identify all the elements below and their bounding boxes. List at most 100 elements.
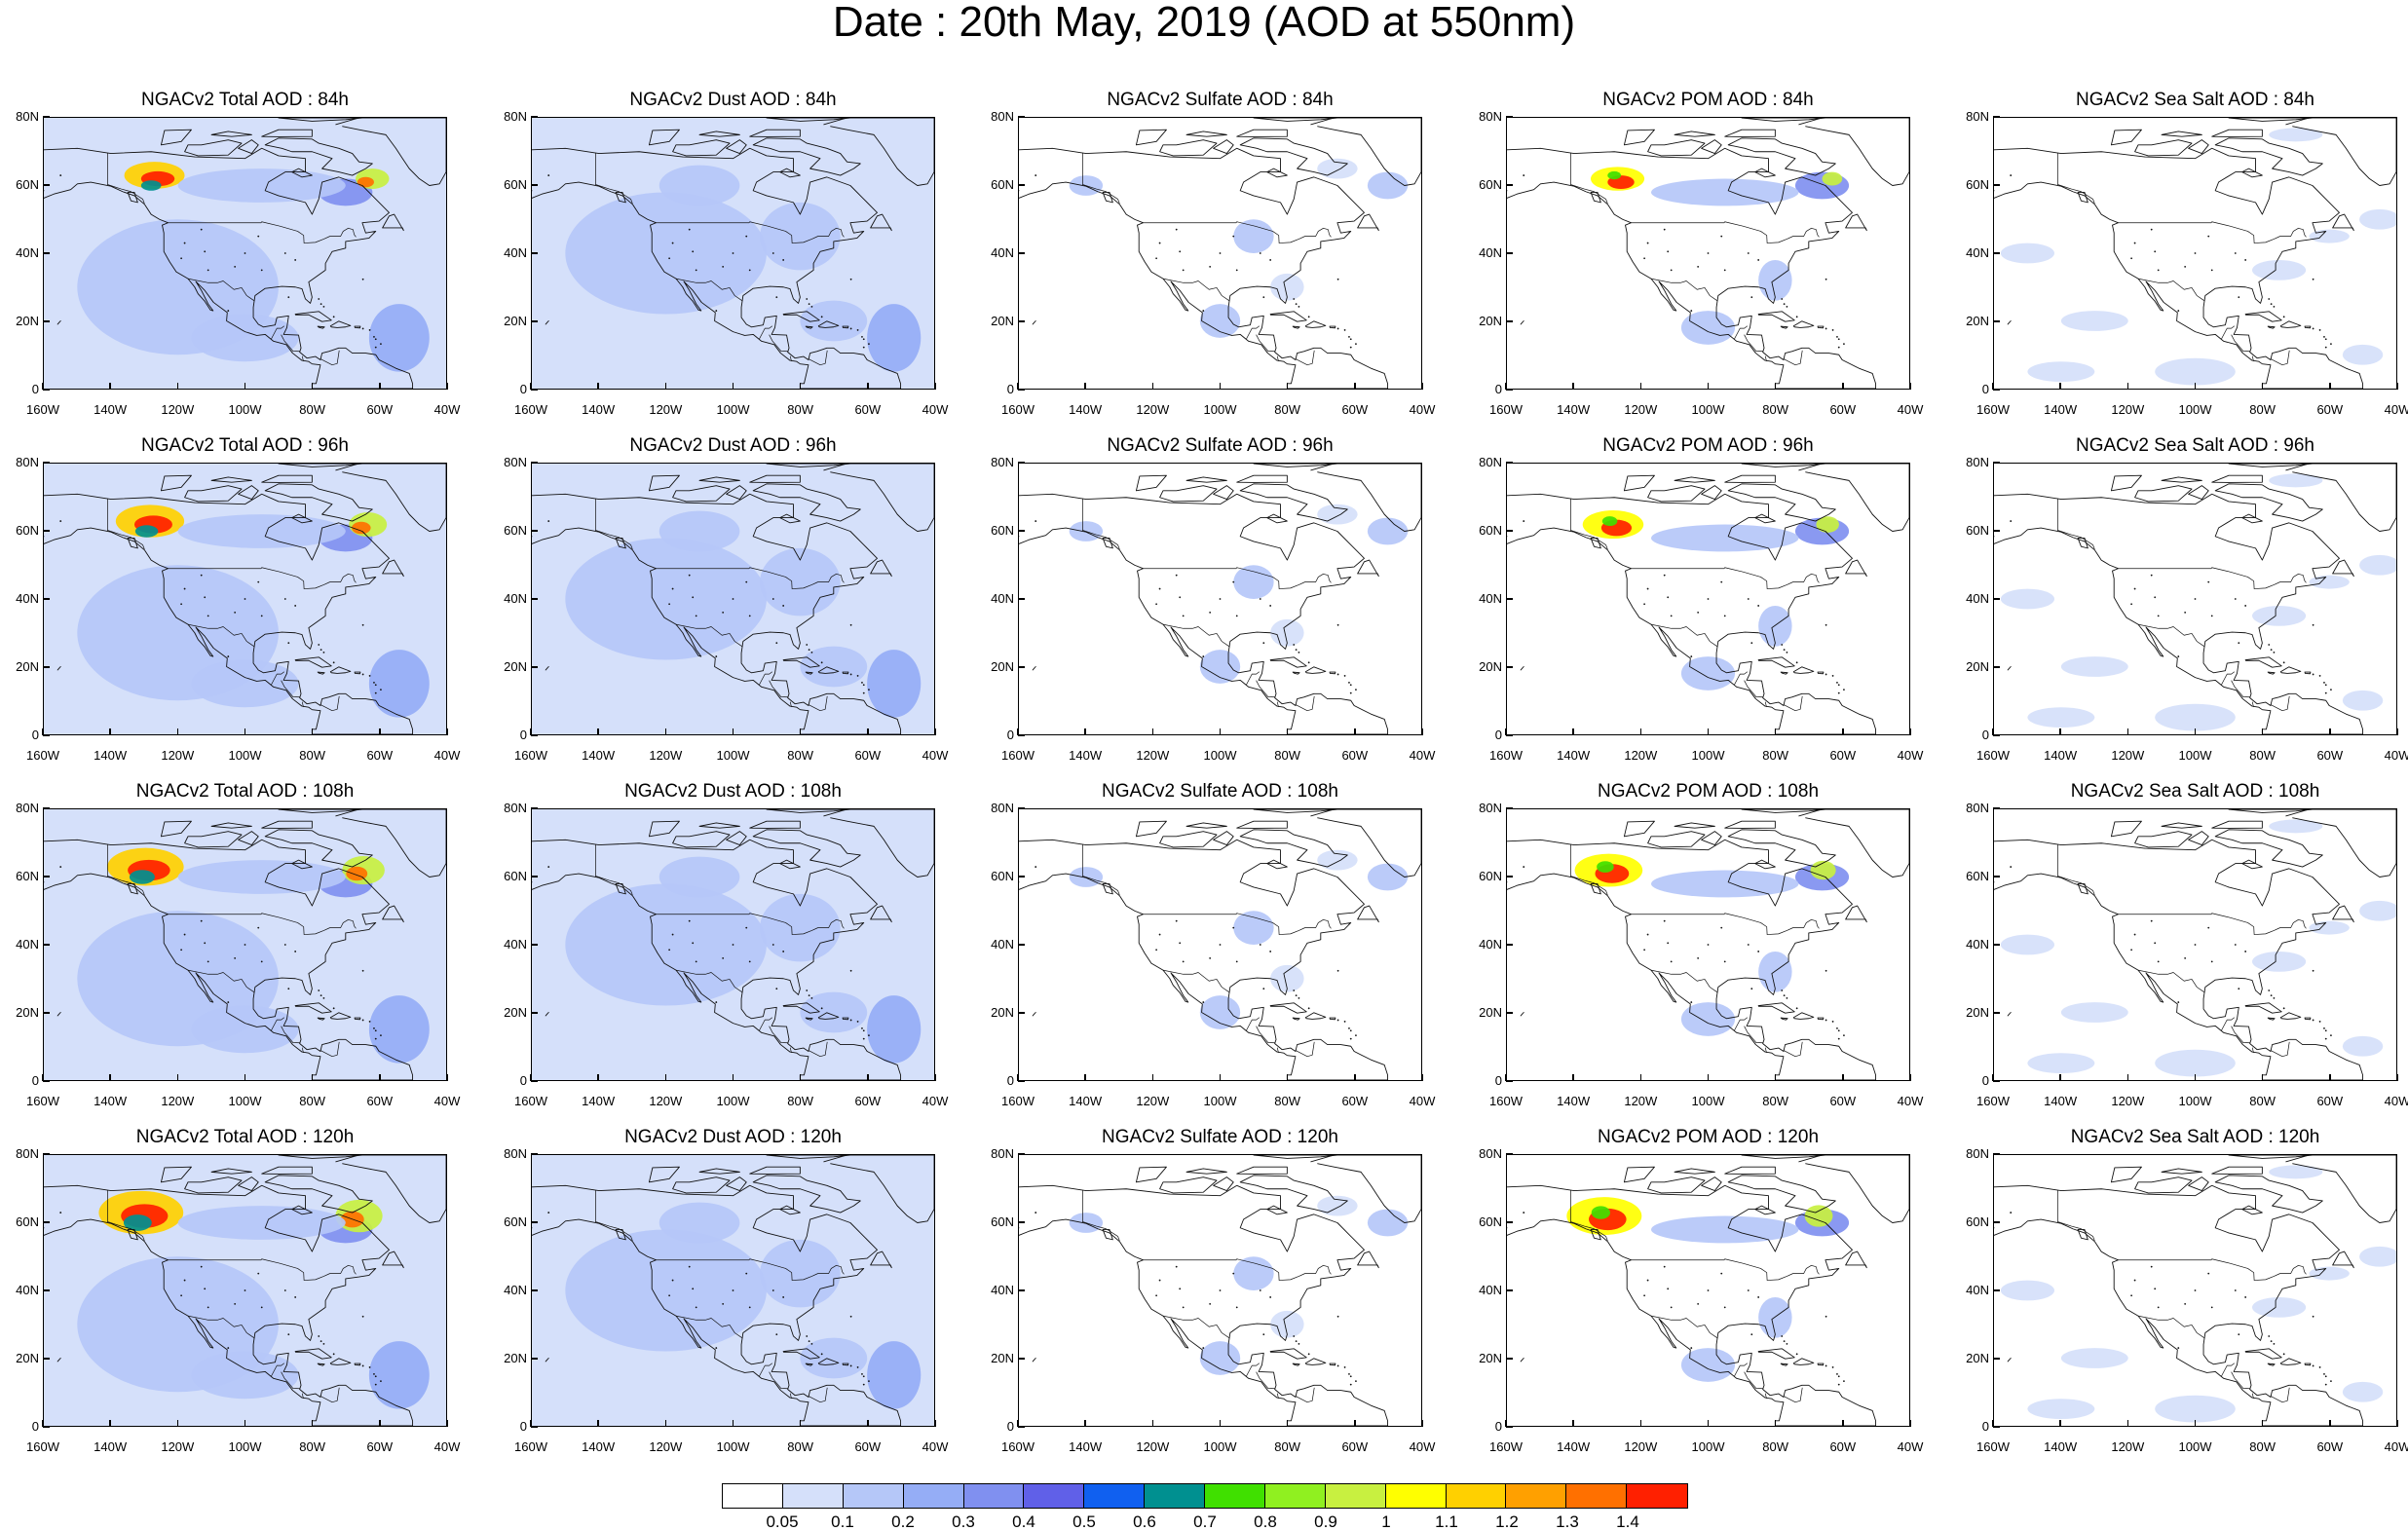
lat-tick (43, 184, 50, 186)
panel-title: NGACv2 POM AOD : 120h (1597, 1127, 1820, 1147)
island-dot (2273, 1343, 2276, 1345)
island-dot (1158, 242, 1161, 244)
lat-label: 20N (1966, 1005, 1989, 1020)
lat-label: 80N (1966, 455, 1989, 469)
lat-label: 0 (1494, 1073, 1502, 1088)
island-dot (1646, 933, 1649, 936)
lon-tick (1909, 1420, 1911, 1427)
island-dot (1269, 951, 1272, 952)
aod-map-dust-96h (531, 463, 935, 735)
country-border (2231, 1026, 2250, 1044)
island-dot (1781, 1335, 1784, 1337)
coastline-island (817, 320, 840, 328)
coastline-island (1741, 464, 1826, 467)
lat-tick (531, 116, 538, 118)
lon-tick (1017, 1074, 1019, 1081)
island-dot (2130, 257, 2133, 260)
panel-title: NGACv2 Sea Salt AOD : 108h (2070, 781, 2320, 802)
island-dot (2318, 1366, 2321, 1368)
country-border (281, 334, 300, 353)
island-dot (2154, 1288, 2157, 1290)
island-dot (1843, 343, 1845, 346)
coastline-island (782, 656, 820, 668)
island-dot (782, 1296, 785, 1298)
coastline-island (2267, 325, 2276, 329)
colorbar-label: 0.6 (1133, 1512, 1156, 1531)
coastline-island (2304, 1363, 2312, 1366)
country-border (1764, 355, 1767, 361)
lat-label: 80N (991, 109, 1014, 124)
island-dot (820, 1007, 823, 1010)
aod-plume (1816, 516, 1839, 533)
coastline-island (1239, 137, 1348, 176)
island-dot (2210, 615, 2213, 617)
lon-label: 100W (1203, 402, 1237, 417)
island-dot (2312, 1019, 2314, 1022)
coastline-island (1741, 1155, 1826, 1159)
coastline-island (1724, 474, 1776, 483)
lat-tick (1993, 876, 2000, 878)
country-border (1650, 278, 1718, 302)
aod-plume (2252, 259, 2307, 280)
lon-tick (934, 728, 936, 735)
lon-tick (1707, 728, 1710, 735)
island-dot (1355, 689, 1357, 691)
country-border (675, 623, 743, 648)
island-dot (1155, 257, 1158, 260)
lon-label: 120W (161, 748, 195, 763)
lon-tick (2194, 1074, 2197, 1081)
lon-label: 120W (1624, 1094, 1658, 1108)
lat-tick (1018, 252, 1025, 254)
country-border (1734, 1017, 1749, 1031)
lon-label: 100W (1691, 402, 1725, 417)
lat-tick (1993, 1080, 2000, 1082)
lat-tick (1506, 1153, 1513, 1155)
lon-label: 80W (2249, 1439, 2276, 1454)
island-dot (1348, 1372, 1350, 1375)
lon-tick (1842, 1074, 1844, 1081)
country-border (187, 969, 255, 993)
lat-tick (43, 598, 50, 600)
lat-tick (531, 252, 538, 254)
island-dot (861, 1027, 863, 1029)
lat-tick (1018, 1080, 1025, 1082)
island-dot (260, 269, 263, 272)
lat-label: 40N (991, 591, 1014, 606)
island-dot (1757, 259, 1760, 261)
island-dot (1795, 316, 1798, 318)
lon-tick (664, 1074, 667, 1081)
lat-label: 60N (504, 869, 527, 883)
lat-tick (1018, 1153, 1025, 1155)
island-dot (2157, 615, 2160, 617)
island-dot (1336, 1364, 1339, 1367)
country-border (675, 278, 743, 302)
aod-plume (357, 176, 374, 188)
island-dot (695, 269, 697, 272)
lon-tick (1084, 383, 1086, 390)
island-dot (1295, 994, 1298, 997)
lon-label: 60W (854, 1094, 882, 1108)
island-dot (1707, 598, 1710, 600)
island-dot (1831, 675, 1834, 677)
aod-colorbar (722, 1483, 1688, 1509)
map-svg (44, 464, 446, 734)
island-dot (1670, 1306, 1673, 1309)
lon-label: 120W (2111, 1439, 2145, 1454)
coastline-island (1239, 483, 1348, 522)
country-border (1082, 1190, 1120, 1241)
coastline-island (1757, 1002, 1795, 1014)
coastline-island (294, 1348, 332, 1360)
island-dot (2268, 644, 2271, 646)
island-dot (695, 615, 697, 617)
lat-tick (43, 1080, 50, 1082)
island-dot (1336, 969, 1339, 972)
lon-tick (530, 383, 532, 390)
coastline-island (1754, 1205, 1776, 1215)
island-dot (856, 1021, 859, 1023)
coastline-island (1357, 213, 1379, 232)
country-border (769, 1371, 788, 1390)
island-dot (732, 1289, 734, 1291)
coastline-island (2161, 476, 2202, 483)
country-border (167, 221, 357, 243)
coastline-island (2279, 1012, 2302, 1020)
